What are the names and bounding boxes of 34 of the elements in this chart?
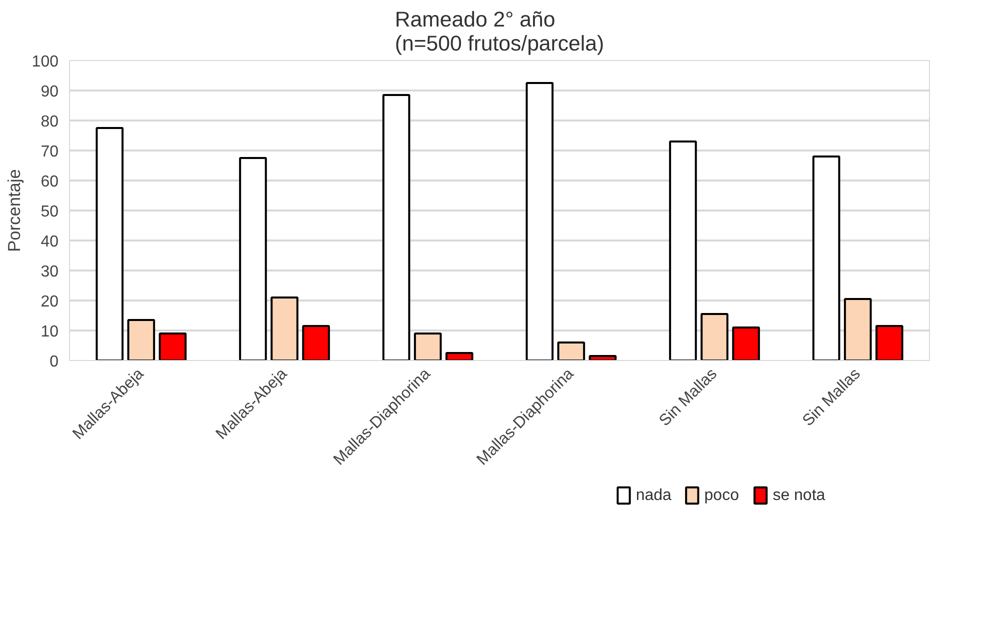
bar [557,342,586,360]
legend-label: poco [704,487,740,504]
y-tick-label: 30 [40,264,59,280]
bar [732,326,760,360]
bar [875,325,904,360]
y-tick-label: 100 [32,54,59,70]
y-tick-label: 70 [40,144,59,160]
bar [700,313,728,360]
y-tick-label: 80 [40,114,59,130]
bar [445,352,474,360]
bar [96,127,124,360]
bar [526,82,554,360]
y-tick-label: 20 [40,294,59,310]
bar [812,156,840,360]
bar [844,298,872,360]
y-tick-label: 0 [50,354,59,370]
y-tick-label: 60 [40,174,59,190]
bar [302,325,330,360]
bar [588,355,617,360]
chart-title: Rameado 2° año (n=500 frutos/parcela) [394,8,604,56]
y-tick-label: 40 [40,234,59,250]
legend-label: nada [636,487,672,504]
y-tick-label: 10 [40,324,59,340]
y-axis-title: Porcentaje [4,169,24,252]
y-tick-label: 50 [40,204,59,220]
bar [127,319,156,360]
bar [239,157,267,360]
bar [270,296,298,360]
bar [414,332,442,360]
legend-label: se nota [772,487,826,504]
bar [382,94,410,360]
y-tick-label: 90 [40,84,59,100]
bar [158,332,187,360]
bar [669,140,697,360]
